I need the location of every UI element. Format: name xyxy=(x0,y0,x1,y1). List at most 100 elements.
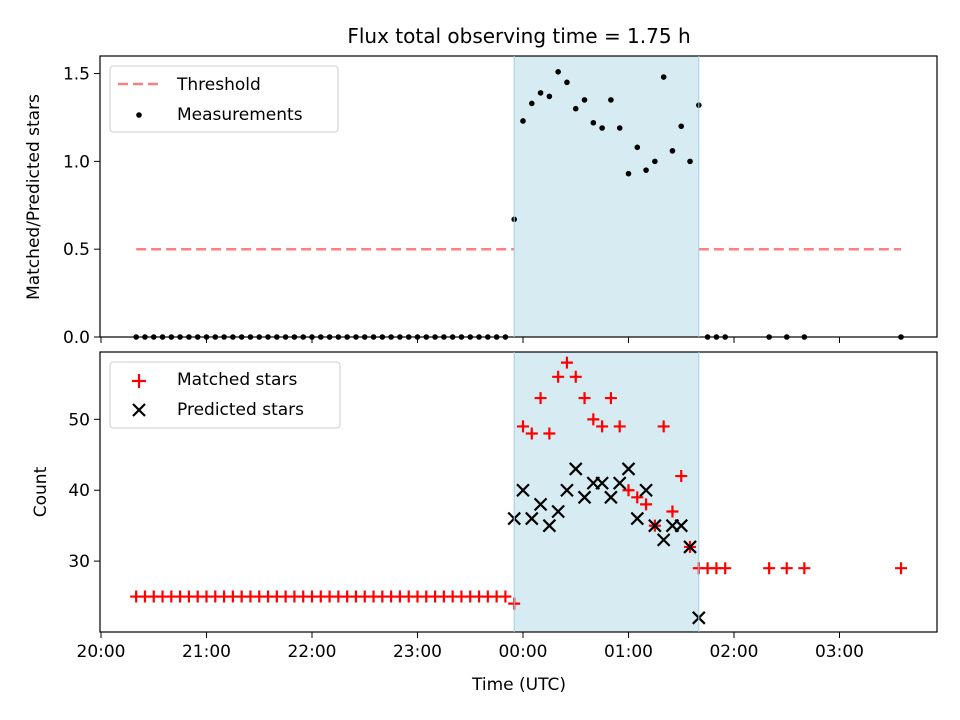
matched-star-point xyxy=(675,470,688,483)
predicted-star-point xyxy=(612,476,627,490)
bottom-panel: 30 40 50 20:00 21:00 22:00 23:00 00:00 01:00 02:… xyxy=(31,351,938,695)
y-tick-label: 1.0 xyxy=(63,152,90,172)
measurement-point xyxy=(520,118,526,124)
measurement-point xyxy=(238,334,245,340)
measurement-point xyxy=(783,334,790,340)
measurement-point xyxy=(652,158,658,165)
predicted-star-point xyxy=(656,533,671,547)
matched-star-point xyxy=(895,562,908,575)
predicted-star-point xyxy=(533,497,548,512)
bottom-y-axis-label: Count xyxy=(31,466,51,517)
measurement-point xyxy=(212,334,219,340)
matched-star-point xyxy=(622,484,635,497)
y-tick-label: 0.5 xyxy=(63,240,90,260)
measurement-point xyxy=(344,334,350,340)
predicted-star-point xyxy=(630,511,645,526)
x-axis-label: Time (UTC) xyxy=(471,675,566,695)
measurement-point xyxy=(766,334,772,340)
predicted-star-point xyxy=(560,483,574,498)
x-tick-label: 01:00 xyxy=(604,642,653,662)
matched-star-point xyxy=(596,420,609,433)
measurement-point xyxy=(608,97,614,103)
measurement-point xyxy=(247,334,254,340)
measurement-point xyxy=(801,334,808,340)
measurement-point xyxy=(467,334,474,340)
measurement-point xyxy=(405,334,412,340)
predicted-star-point xyxy=(648,518,662,533)
measurement-point xyxy=(423,334,430,340)
legend-predicted-swatch xyxy=(132,403,146,417)
measurement-point xyxy=(643,167,649,173)
bottom-legend-box xyxy=(109,361,341,429)
measurement-point xyxy=(616,125,623,131)
matched-star-point xyxy=(613,420,626,433)
bottom-plot-frame xyxy=(99,351,938,633)
matched-star-point xyxy=(763,562,776,575)
predicted-star-point xyxy=(551,504,565,519)
measurement-point xyxy=(256,334,263,340)
measurement-point xyxy=(634,144,641,151)
predicted-star-point xyxy=(683,540,697,554)
measurement-point xyxy=(476,334,482,340)
measurement-point xyxy=(203,334,210,340)
measurement-point xyxy=(309,334,315,340)
top-legend-box xyxy=(109,65,339,133)
measurement-point xyxy=(282,334,289,340)
measurement-point xyxy=(300,334,307,340)
measurement-point xyxy=(449,334,456,340)
measurement-point xyxy=(502,334,509,340)
legend-measurements-label: Measurements xyxy=(177,105,303,125)
y-tick-label: 50 xyxy=(68,410,90,430)
matched-star-point xyxy=(560,356,573,369)
y-tick-label: 40 xyxy=(68,481,90,501)
measurement-point xyxy=(274,334,280,340)
matched-star-point xyxy=(587,413,600,426)
legend-measurements-swatch xyxy=(136,112,142,118)
measurement-point xyxy=(687,158,693,165)
measurement-point xyxy=(669,148,676,154)
matched-star-point xyxy=(666,505,679,518)
matched-star-point xyxy=(780,562,793,575)
matched-star-point xyxy=(552,370,565,383)
measurement-point xyxy=(528,100,535,107)
measurement-point xyxy=(581,97,588,103)
legend-threshold-label: Threshold xyxy=(176,75,261,95)
measurement-point xyxy=(370,334,377,340)
predicted-star-point xyxy=(577,490,592,505)
measurement-point xyxy=(388,334,394,340)
measurement-point xyxy=(194,334,201,340)
bottom-y-ticks: 30 40 50 xyxy=(68,410,100,572)
measurement-point xyxy=(599,125,605,131)
predicted-star-point xyxy=(542,518,557,533)
x-tick-label: 22:00 xyxy=(287,642,336,662)
bottom-data-marks xyxy=(130,356,908,625)
measurement-point xyxy=(353,334,359,340)
top-data-marks xyxy=(133,69,904,340)
x-tick-label: 21:00 xyxy=(182,642,231,662)
matched-star-point xyxy=(640,498,653,511)
measurement-point xyxy=(379,334,386,340)
bottom-legend: Matched stars Predicted stars xyxy=(109,361,341,429)
y-tick-label: 1.5 xyxy=(63,65,90,85)
matched-star-point xyxy=(525,427,538,440)
measurement-point xyxy=(458,334,465,340)
predicted-star-point xyxy=(639,483,653,498)
measurement-point xyxy=(265,334,271,340)
predicted-star-point xyxy=(568,462,583,476)
matched-star-point xyxy=(719,562,732,575)
matched-star-point xyxy=(631,491,644,504)
measurement-point xyxy=(590,119,597,126)
y-tick-label: 30 xyxy=(68,552,90,572)
matched-star-point xyxy=(798,562,811,575)
measurement-point xyxy=(397,334,403,340)
predicted-star-point xyxy=(604,490,618,505)
measurement-point xyxy=(564,79,570,86)
measurement-point xyxy=(898,334,904,340)
bottom-x-ticks: 20:00 21:00 22:00 23:00 00:00 01:00 02:00 03:00 xyxy=(77,632,864,662)
measurement-point xyxy=(133,334,139,340)
measurement-point xyxy=(493,334,500,340)
top-legend: Threshold Measurements xyxy=(109,65,339,133)
measurement-point xyxy=(177,334,183,340)
matched-star-point xyxy=(543,427,556,440)
measurement-point xyxy=(713,334,720,340)
